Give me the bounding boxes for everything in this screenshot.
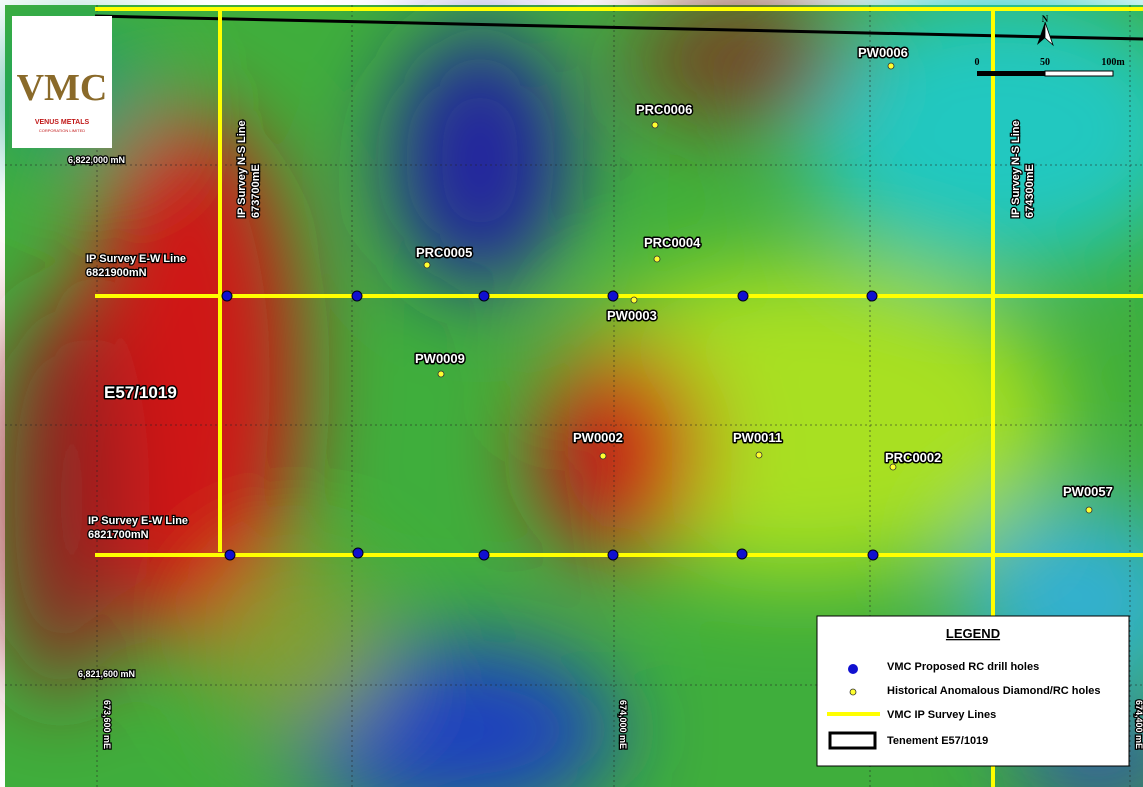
- path: [1044, 21, 1054, 47]
- logo: VMC VENUS METALS CORPORATION LIMITED: [12, 16, 112, 148]
- hole-label: PW0011: [733, 430, 782, 445]
- ellipse: [535, 340, 705, 560]
- circle: [866, 290, 878, 302]
- circle: [607, 549, 619, 561]
- proposed-holes: [221, 290, 879, 561]
- north-arrow: N: [1042, 14, 1049, 24]
- circle: [755, 451, 763, 459]
- survey-coord: 6821900mN: [86, 267, 147, 279]
- rect: [12, 16, 112, 148]
- legend-item: Tenement E57/1019: [887, 735, 988, 747]
- survey-coord: 6821700mN: [88, 529, 149, 541]
- hole-label: PRC0002: [885, 450, 941, 465]
- circle: [887, 62, 895, 70]
- scale-label: 0: [975, 57, 980, 68]
- ellipse: [0, 300, 120, 700]
- circle: [651, 121, 659, 129]
- survey-label: IP Survey N-S Line: [1010, 120, 1022, 218]
- easting-label: 674,000 mE: [618, 700, 628, 749]
- hole-label: PRC0004: [644, 235, 701, 250]
- legend-item: Historical Anomalous Diamond/RC holes: [887, 685, 1101, 697]
- easting-label: 673,600 mE: [102, 700, 112, 749]
- hole-label: PW0006: [858, 45, 908, 60]
- circle: [630, 296, 638, 304]
- rect: [816, 615, 1130, 767]
- circle: [889, 463, 897, 471]
- ellipse: [800, 0, 1143, 270]
- legend-title: LEGEND: [946, 626, 1000, 641]
- circle: [437, 370, 445, 378]
- ellipse: [80, 110, 300, 650]
- logo-company: VENUS METALS: [35, 119, 90, 126]
- historical-holes: [423, 62, 1093, 514]
- hole-label: PW0002: [573, 430, 623, 445]
- hole-label: PRC0005: [416, 245, 472, 260]
- circle: [478, 549, 490, 561]
- ellipse: [210, 560, 390, 740]
- easting-label: 674,400 mE: [1134, 700, 1143, 749]
- tenement-boundary: [94, 14, 1143, 41]
- circle: [848, 664, 858, 674]
- circle: [224, 549, 236, 561]
- scale-label: 100m: [1101, 57, 1125, 68]
- circle: [221, 290, 233, 302]
- scale-bar: N 0 50 100m: [975, 14, 1125, 77]
- hole-label: PW0003: [607, 308, 657, 323]
- circle: [849, 688, 857, 696]
- tenement-label: E57/1019: [104, 383, 177, 402]
- circle: [599, 452, 607, 460]
- logo-subtitle: CORPORATION LIMITED: [39, 128, 85, 133]
- rect: [977, 71, 1045, 76]
- northing-label: 6,821,600 mN: [78, 669, 135, 679]
- circle: [478, 290, 490, 302]
- circle: [607, 290, 619, 302]
- rect: [1044, 70, 1114, 77]
- legend: LEGEND VMC Proposed RC drill holes Histo…: [816, 615, 1130, 767]
- scale-label: 50: [1040, 57, 1050, 68]
- survey-coord: 674300mE: [1024, 164, 1036, 218]
- legend-item: VMC IP Survey Lines: [887, 709, 996, 721]
- path: [1037, 22, 1045, 45]
- survey-lines: [95, 7, 1143, 787]
- circle: [352, 547, 364, 559]
- circle: [653, 255, 661, 263]
- rect: [828, 731, 877, 750]
- survey-label: IP Survey N-S Line: [236, 120, 248, 218]
- hole-label: PW0057: [1063, 484, 1113, 499]
- circle: [351, 290, 363, 302]
- logo-mark: VMC: [17, 67, 108, 109]
- northing-label: 6,822,000 mN: [68, 155, 125, 165]
- circle: [737, 290, 749, 302]
- survey-coord: 673700mE: [250, 164, 262, 218]
- circle: [423, 261, 431, 269]
- ellipse: [390, 30, 570, 290]
- circle: [1085, 506, 1093, 514]
- circle: [736, 548, 748, 560]
- survey-label: IP Survey E-W Line: [88, 515, 188, 527]
- circle: [867, 549, 879, 561]
- survey-label: IP Survey E-W Line: [86, 253, 186, 265]
- hole-label: PRC0006: [636, 102, 692, 117]
- legend-item: VMC Proposed RC drill holes: [887, 661, 1039, 673]
- hole-label: PW0009: [415, 351, 465, 366]
